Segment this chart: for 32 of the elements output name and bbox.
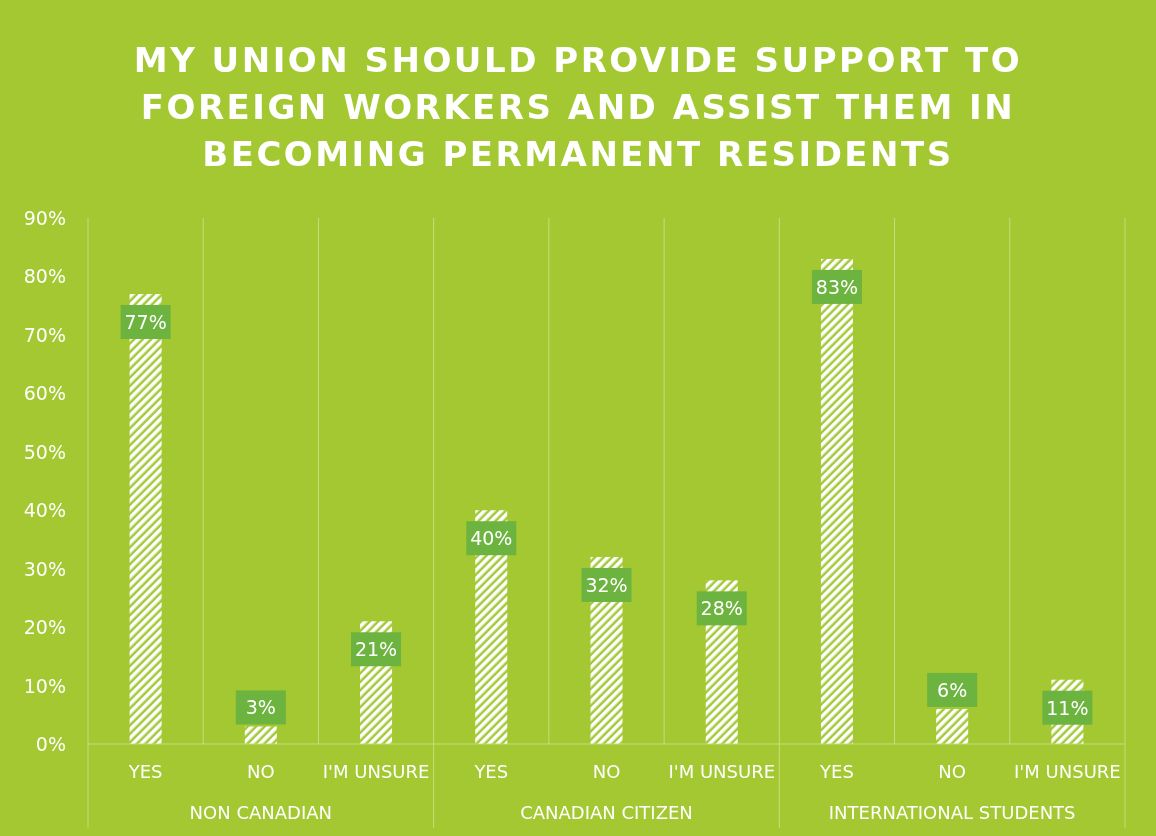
y-tick-label: 0%: [35, 733, 66, 755]
text: NON CANADIAN: [189, 801, 333, 823]
text: CANADIAN CITIZEN: [520, 801, 693, 823]
y-tick-label: 60%: [23, 382, 66, 405]
y-tick-label: 20%: [23, 616, 66, 639]
y-tick-label: 50%: [23, 440, 66, 463]
x-tick-label: I'M UNSURE: [322, 760, 430, 782]
y-tick-label: 30%: [23, 557, 66, 580]
y-tick-label: 10%: [23, 674, 66, 697]
x-tick-label: I'M UNSURE: [1014, 760, 1121, 782]
x-tick-label: NO: [592, 760, 621, 782]
x-tick-label: YES: [127, 760, 163, 782]
y-tick-label: 90%: [23, 207, 66, 229]
data-label: 32%: [585, 573, 628, 596]
x-tick-label: NO: [247, 760, 275, 782]
y-tick-label: 40%: [23, 499, 66, 522]
data-label: 6%: [937, 678, 968, 701]
y-tick-label: 70%: [23, 323, 66, 346]
data-label: 28%: [700, 597, 743, 620]
text: INTERNATIONAL STUDENTS: [828, 801, 1076, 823]
x-tick-label: YES: [473, 760, 509, 782]
x-tick-label: I'M UNSURE: [668, 760, 776, 782]
y-tick-label: 80%: [23, 265, 66, 288]
data-label: 83%: [815, 275, 859, 298]
chart-title: MY UNION SHOULD PROVIDE SUPPORT TO FOREIGN WORKERS AND ASSIST THEM IN BECOMING PERMANENT RESIDENTS: [133, 40, 1023, 174]
data-label: 40%: [470, 527, 513, 550]
data-label: 3%: [245, 696, 276, 719]
data-label: 77%: [124, 310, 167, 333]
x-tick-label: YES: [819, 760, 854, 782]
data-label: 11%: [1046, 696, 1089, 719]
x-tick-label: NO: [938, 760, 966, 782]
data-label: 21%: [354, 638, 398, 661]
